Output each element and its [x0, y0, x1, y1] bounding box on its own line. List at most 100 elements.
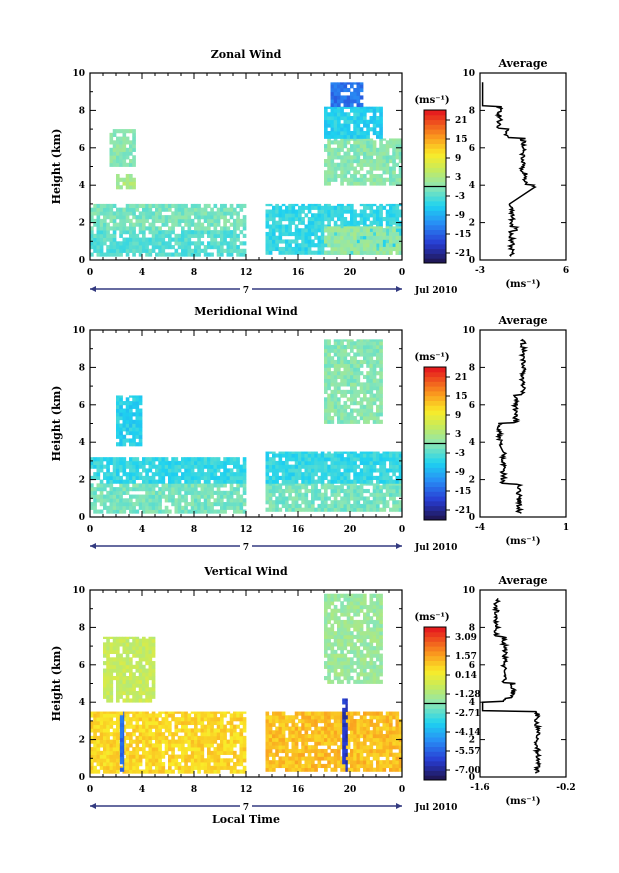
heatmap-cell: [223, 509, 227, 514]
heatmap-cell: [350, 91, 354, 96]
heatmap-cell: [291, 472, 296, 477]
heatmap-cell: [132, 769, 136, 774]
heatmap-cell: [242, 758, 247, 763]
heatmap-cell: [168, 498, 172, 503]
heatmap-cell: [356, 170, 361, 175]
heatmap-cell: [343, 138, 348, 141]
heatmap-cell: [236, 252, 240, 257]
heatmap-cell: [307, 203, 312, 207]
heatmap-cell: [171, 762, 175, 767]
heatmap-cell: [190, 494, 195, 499]
heatmap-cell: [285, 483, 289, 486]
heatmap-cell: [93, 743, 97, 748]
heatmap-cell: [346, 147, 351, 152]
heatmap-cell: [148, 207, 153, 212]
heatmap-cell: [155, 472, 159, 477]
heatmap-cell: [392, 228, 396, 233]
heatmap-cell: [301, 741, 305, 746]
heatmap-cell: [164, 230, 169, 235]
heatmap-cell: [382, 147, 387, 152]
heatmap-cell: [174, 475, 179, 480]
heatmap-cell: [145, 711, 149, 714]
colorbar-step: [424, 429, 446, 435]
heatmap-cell: [337, 134, 341, 139]
heatmap-cell: [119, 672, 123, 677]
heatmap-cell: [327, 378, 331, 383]
heatmap-cell: [116, 636, 120, 640]
heatmap-cell: [103, 683, 107, 688]
heatmap-cell: [112, 668, 117, 673]
colorbar-step: [424, 476, 446, 483]
heatmap-cell: [379, 138, 383, 141]
heatmap-cell: [320, 763, 325, 769]
heatmap-cell: [307, 763, 312, 769]
heatmap-cell: [190, 711, 195, 714]
heatmap-cell: [346, 389, 351, 394]
heatmap-cell: [148, 769, 153, 774]
heatmap-cell: [207, 472, 211, 477]
heatmap-cell: [382, 503, 387, 509]
heatmap-cell: [281, 239, 286, 244]
heatmap-cell: [330, 246, 335, 252]
heatmap-cell: [177, 483, 182, 488]
heatmap-cell: [99, 717, 104, 722]
heatmap-cell: [272, 488, 276, 494]
heatmap-cell: [207, 711, 211, 714]
heatmap-cell: [372, 468, 377, 473]
heatmap-cell: [135, 442, 140, 447]
heatmap-cell: [223, 713, 227, 718]
heatmap-cell: [233, 717, 237, 722]
heatmap-cell: [138, 732, 143, 737]
heatmap-cell: [379, 181, 383, 186]
heatmap-cell: [288, 213, 292, 218]
heatmap-cell: [356, 213, 361, 218]
heatmap-cell: [187, 747, 192, 752]
heatmap-cell: [181, 728, 185, 733]
heatmap-cell: [350, 130, 354, 136]
colorbar-step: [424, 110, 446, 116]
heatmap-cell: [171, 494, 175, 499]
heatmap-cell: [226, 498, 231, 503]
heatmap-cell: [119, 241, 123, 246]
heatmap-cell: [226, 468, 231, 473]
heatmap-cell: [177, 720, 182, 726]
heatmap-cell: [187, 464, 192, 469]
heatmap-cell: [307, 479, 312, 484]
heatmap-cell: [392, 485, 396, 490]
heatmap-cell: [350, 231, 354, 237]
heatmap-cell: [239, 739, 244, 744]
heatmap-cell: [197, 490, 201, 495]
heatmap-cell: [366, 246, 370, 252]
heatmap-cell: [112, 509, 117, 514]
heatmap-cell: [389, 138, 393, 141]
heatmap-cell: [346, 127, 351, 132]
heatmap-cell: [129, 687, 133, 692]
heatmap-cell: [363, 138, 367, 141]
heatmap-cell: [268, 715, 273, 720]
heatmap-cell: [168, 475, 172, 480]
heatmap-cell: [340, 144, 344, 149]
heatmap-cell: [311, 763, 315, 769]
heatmap-cell: [138, 211, 143, 216]
heatmap-cell: [291, 479, 296, 484]
heatmap-cell: [200, 211, 205, 216]
heatmap-cell: [372, 213, 377, 218]
x-tick-label: 12: [240, 525, 253, 535]
heatmap-cell: [171, 747, 175, 752]
heatmap-cell: [239, 728, 244, 733]
heatmap-cell: [327, 356, 331, 361]
heatmap-cell: [151, 676, 156, 681]
heatmap-cell: [122, 151, 127, 156]
heatmap-cell: [93, 233, 97, 238]
heatmap-cell: [90, 739, 94, 744]
heatmap-cell: [350, 147, 354, 152]
heatmap-cell: [145, 690, 149, 696]
heatmap-cell: [158, 252, 162, 257]
heatmap-cell: [369, 151, 374, 156]
heatmap-cell: [161, 252, 166, 257]
heatmap-cell: [177, 717, 182, 722]
heatmap-cell: [379, 419, 383, 424]
heatmap-cell: [106, 505, 110, 510]
heatmap-cell: [233, 498, 237, 503]
heatmap-cell: [304, 483, 309, 486]
